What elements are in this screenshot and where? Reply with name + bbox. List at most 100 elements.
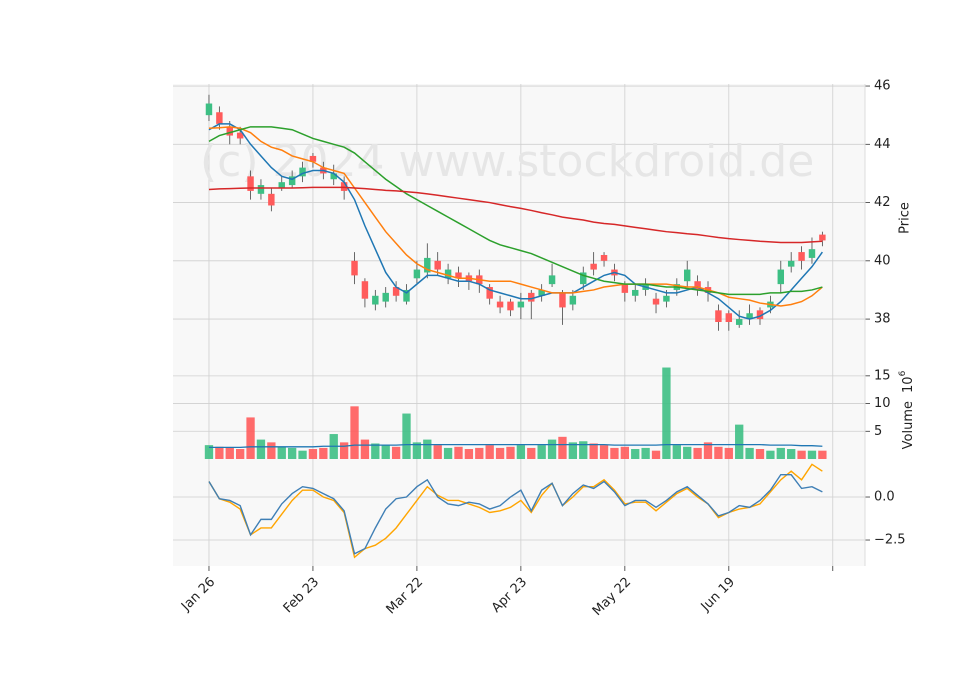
candle-body xyxy=(216,112,223,124)
volume-bar xyxy=(787,449,796,459)
x-tick-label: Mar 22 xyxy=(384,575,427,618)
candle-body xyxy=(299,167,306,177)
candle-body xyxy=(236,132,244,139)
volume-bar xyxy=(683,446,692,459)
volume-bar xyxy=(516,445,526,459)
candle-body xyxy=(548,275,556,285)
candle-body xyxy=(455,272,462,279)
volume-bar xyxy=(568,442,578,459)
volume-bar xyxy=(308,449,318,459)
candle-body xyxy=(746,313,753,320)
volume-bar xyxy=(433,445,442,459)
volume-bar xyxy=(391,446,401,459)
volume-bar xyxy=(807,450,817,459)
volume-bar xyxy=(818,450,827,459)
volume-bar xyxy=(547,439,557,459)
volume-bar xyxy=(506,446,515,459)
volume-scale-base: 10 xyxy=(901,376,916,393)
candle-body xyxy=(351,260,358,276)
panel-background xyxy=(173,352,865,459)
volume-bar xyxy=(610,447,619,459)
volume-bar xyxy=(215,446,224,459)
volume-bar xyxy=(537,445,546,459)
candle-body xyxy=(486,287,493,299)
grid xyxy=(173,84,865,566)
candle-body xyxy=(413,269,421,279)
candle-body xyxy=(226,126,233,136)
y-tick-label: 40 xyxy=(874,253,891,268)
candle-body xyxy=(392,287,400,296)
y-tick-label: 38 xyxy=(874,312,891,327)
candle-body xyxy=(777,269,785,285)
volume-bar xyxy=(599,445,609,459)
volume-bar xyxy=(360,439,370,459)
y-tick-label: 42 xyxy=(874,195,891,210)
candle-body xyxy=(361,281,369,299)
backgrounds xyxy=(173,84,865,566)
candle-body xyxy=(434,260,441,270)
volume-bar xyxy=(714,446,723,459)
candle-body xyxy=(205,103,213,116)
x-tick-label: Feb 23 xyxy=(281,575,323,617)
x-tick-label: May 22 xyxy=(590,575,634,619)
y-tick-label: 44 xyxy=(874,137,891,152)
volume-bar xyxy=(641,447,650,459)
volume-bar xyxy=(745,447,754,459)
volume-bar xyxy=(651,450,661,459)
candle-body xyxy=(683,269,691,282)
volume-bar xyxy=(339,442,349,459)
volume-bar xyxy=(423,439,432,459)
panel-background xyxy=(173,459,865,566)
candle-body xyxy=(507,301,514,311)
moving-average-line xyxy=(208,126,823,296)
marks xyxy=(204,94,827,559)
volume-bar xyxy=(693,447,702,459)
volume-bar xyxy=(277,446,286,459)
y-tick-label: 0.0 xyxy=(874,490,895,505)
candle-body xyxy=(444,269,452,279)
volume-axis-label: Volume 106 xyxy=(898,370,916,449)
y-tick-label: 5 xyxy=(874,424,882,439)
x-tick-label: Apr 23 xyxy=(489,575,530,616)
candle-body xyxy=(621,284,629,293)
moving-average-line xyxy=(208,123,823,320)
volume-bar xyxy=(443,447,453,459)
volume-bar xyxy=(475,447,484,459)
volume-bar xyxy=(797,450,806,459)
candle-body xyxy=(632,289,639,296)
volume-bar xyxy=(776,447,785,459)
volume-bar xyxy=(454,446,463,459)
volume-bar xyxy=(287,447,297,459)
candle-body xyxy=(756,310,764,320)
candle-body xyxy=(496,301,504,308)
candle-body xyxy=(372,295,379,305)
candle-body xyxy=(268,193,275,206)
volume-bar xyxy=(371,443,380,459)
moving-average-line xyxy=(208,186,823,244)
volume-bar xyxy=(350,406,359,459)
y-tick-label: 15 xyxy=(874,368,891,383)
candle-body xyxy=(694,281,701,290)
y-tick-label: 10 xyxy=(874,396,891,411)
volume-bar xyxy=(412,442,422,459)
candle-body xyxy=(808,249,816,258)
volume-bar xyxy=(225,447,234,459)
y-tick-label: −2.5 xyxy=(874,533,906,548)
candle-body xyxy=(798,252,805,261)
price-axis-label: Price xyxy=(898,202,913,234)
volume-bar xyxy=(755,449,765,459)
volume-average-line xyxy=(208,443,823,449)
volume-bar xyxy=(703,442,713,459)
candle-body xyxy=(715,310,722,322)
volume-bar xyxy=(527,447,536,459)
volume-bar xyxy=(236,449,245,459)
candle-body xyxy=(538,289,545,296)
volume-bar xyxy=(579,441,588,459)
candle-body xyxy=(278,182,285,188)
volume-bar xyxy=(319,447,328,459)
candle-body xyxy=(424,257,431,273)
x-tick-label: Jan 26 xyxy=(178,575,218,615)
volume-bar xyxy=(631,449,640,459)
candle-body xyxy=(247,176,254,191)
candle-body xyxy=(403,289,410,302)
